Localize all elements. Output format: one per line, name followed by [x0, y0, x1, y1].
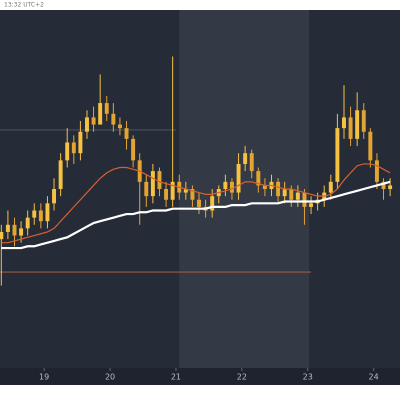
candle-body — [282, 189, 287, 197]
candle-body — [98, 103, 103, 125]
candle-body — [52, 189, 57, 204]
candle-body — [12, 224, 17, 236]
candle-body — [25, 217, 30, 229]
candle-body — [328, 181, 333, 193]
candle-body — [289, 189, 294, 200]
candle-body — [262, 185, 267, 189]
candle-body — [302, 192, 307, 207]
x-tick-label: 23 — [303, 373, 313, 382]
candle-body — [381, 181, 386, 189]
candle-body — [19, 228, 24, 236]
candle-body — [117, 124, 122, 129]
candle-body — [361, 110, 366, 132]
candle-body — [0, 231, 4, 240]
candle-body — [45, 203, 50, 222]
candle-body — [32, 210, 37, 218]
candle-body — [91, 117, 96, 125]
candle-body — [144, 181, 149, 197]
candle-body — [309, 203, 314, 207]
candle-body — [150, 171, 155, 197]
candle-body — [249, 153, 254, 172]
candle-body — [104, 103, 109, 114]
x-axis-strip — [0, 368, 400, 385]
x-tick-label: 20 — [105, 373, 115, 382]
moving-average — [1, 180, 391, 250]
candle-body — [190, 189, 195, 200]
candle-body — [65, 142, 70, 161]
candle-body — [276, 181, 281, 197]
candle-body — [229, 181, 234, 193]
x-tick-label: 24 — [369, 373, 379, 382]
candle-body — [342, 117, 346, 129]
candle-body — [5, 224, 10, 232]
moving-average — [1, 163, 391, 244]
candle-body — [223, 181, 228, 189]
candle-body — [335, 128, 340, 182]
x-tick-label: 22 — [237, 373, 247, 382]
candle-body — [368, 131, 373, 161]
candle-body — [124, 128, 129, 139]
candle-body — [243, 153, 248, 164]
candle-body — [58, 160, 63, 189]
x-tick-label: 21 — [171, 373, 181, 382]
candle-body — [78, 131, 83, 154]
candle-body — [388, 185, 393, 189]
time-label: 13:32 UTC+2 — [4, 2, 44, 9]
candle-body — [374, 160, 379, 182]
candle-body — [131, 138, 136, 161]
candle-body — [348, 117, 353, 139]
x-tick-label: 19 — [39, 373, 49, 382]
candle-body — [183, 189, 188, 193]
candle-body — [38, 210, 43, 222]
candle-body — [111, 113, 116, 125]
candle-body — [295, 192, 300, 200]
candle-body — [210, 196, 215, 211]
candle-body — [71, 142, 76, 154]
candle-body — [170, 181, 175, 200]
candle-body — [355, 110, 360, 139]
candle-body — [85, 117, 89, 132]
candle-body — [157, 171, 162, 189]
candle-body — [256, 171, 261, 186]
candle-body — [236, 163, 241, 193]
candle-body — [197, 199, 201, 207]
candle-body — [164, 189, 169, 200]
